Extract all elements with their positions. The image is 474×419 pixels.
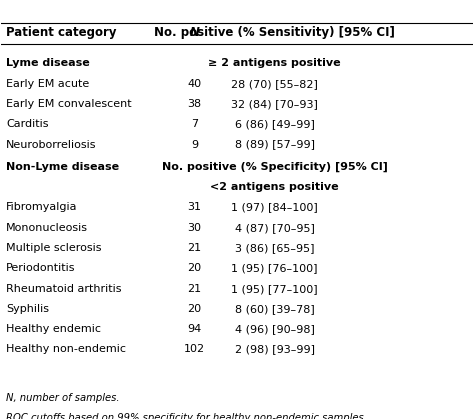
Text: 21: 21 (188, 243, 201, 253)
Text: No. positive (% Sensitivity) [95% CI]: No. positive (% Sensitivity) [95% CI] (154, 26, 395, 39)
Text: 9: 9 (191, 140, 198, 150)
Text: ≥ 2 antigens positive: ≥ 2 antigens positive (209, 58, 341, 68)
Text: Carditis: Carditis (6, 119, 49, 129)
Text: 8 (60) [39–78]: 8 (60) [39–78] (235, 304, 315, 314)
Text: 94: 94 (187, 324, 202, 334)
Text: N: N (190, 26, 200, 39)
Text: Fibromyalgia: Fibromyalgia (6, 202, 78, 212)
Text: 1 (97) [84–100]: 1 (97) [84–100] (231, 202, 318, 212)
Text: Early EM acute: Early EM acute (6, 79, 90, 89)
Text: 40: 40 (188, 79, 201, 89)
Text: 21: 21 (188, 284, 201, 294)
Text: Healthy non-endemic: Healthy non-endemic (6, 344, 126, 354)
Text: 28 (70) [55–82]: 28 (70) [55–82] (231, 79, 318, 89)
Text: 8 (89) [57–99]: 8 (89) [57–99] (235, 140, 315, 150)
Text: 38: 38 (188, 99, 201, 109)
Text: Non-Lyme disease: Non-Lyme disease (6, 162, 119, 172)
Text: ROC cutoffs based on 99% specificity for healthy non-endemic samples.: ROC cutoffs based on 99% specificity for… (6, 414, 367, 419)
Text: 32 (84) [70–93]: 32 (84) [70–93] (231, 99, 318, 109)
Text: No. positive (% Specificity) [95% CI]: No. positive (% Specificity) [95% CI] (162, 162, 388, 172)
Text: N, number of samples.: N, number of samples. (6, 393, 119, 403)
Text: 30: 30 (188, 223, 201, 233)
Text: 102: 102 (184, 344, 205, 354)
Text: 20: 20 (188, 263, 201, 273)
Text: 20: 20 (188, 304, 201, 314)
Text: Rheumatoid arthritis: Rheumatoid arthritis (6, 284, 122, 294)
Text: Syphilis: Syphilis (6, 304, 49, 314)
Text: 4 (96) [90–98]: 4 (96) [90–98] (235, 324, 315, 334)
Text: Early EM convalescent: Early EM convalescent (6, 99, 132, 109)
Text: <2 antigens positive: <2 antigens positive (210, 182, 339, 192)
Text: Neuroborreliosis: Neuroborreliosis (6, 140, 97, 150)
Text: 4 (87) [70–95]: 4 (87) [70–95] (235, 223, 315, 233)
Text: Healthy endemic: Healthy endemic (6, 324, 101, 334)
Text: Mononucleosis: Mononucleosis (6, 223, 88, 233)
Text: Lyme disease: Lyme disease (6, 58, 90, 68)
Text: 31: 31 (188, 202, 201, 212)
Text: 1 (95) [76–100]: 1 (95) [76–100] (231, 263, 318, 273)
Text: 2 (98) [93–99]: 2 (98) [93–99] (235, 344, 315, 354)
Text: 6 (86) [49–99]: 6 (86) [49–99] (235, 119, 315, 129)
Text: 1 (95) [77–100]: 1 (95) [77–100] (231, 284, 318, 294)
Text: Periodontitis: Periodontitis (6, 263, 75, 273)
Text: Patient category: Patient category (6, 26, 117, 39)
Text: 7: 7 (191, 119, 198, 129)
Text: Multiple sclerosis: Multiple sclerosis (6, 243, 101, 253)
Text: 3 (86) [65–95]: 3 (86) [65–95] (235, 243, 314, 253)
